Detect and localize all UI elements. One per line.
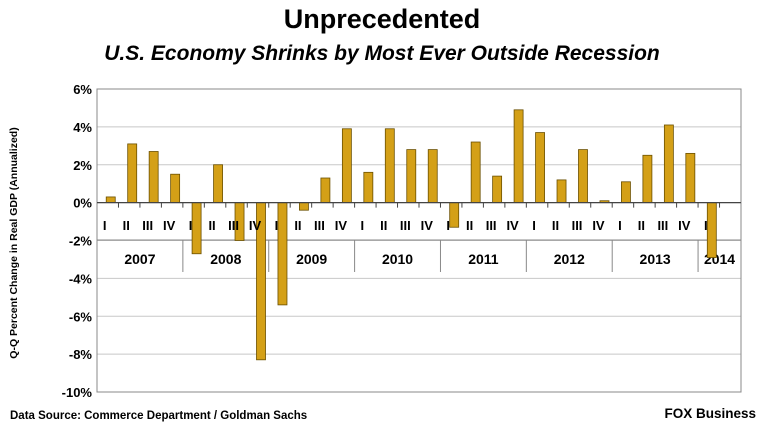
quarter-label: IV <box>678 218 691 233</box>
quarter-label: I <box>704 218 708 233</box>
bar <box>384 128 395 204</box>
bar <box>427 149 438 204</box>
bar <box>535 132 545 204</box>
quarter-label: II <box>466 218 473 233</box>
bar <box>341 128 352 204</box>
quarter-label: IV <box>421 218 434 233</box>
bar <box>685 152 696 204</box>
quarter-label: III <box>657 218 668 233</box>
quarter-label: I <box>446 218 450 233</box>
quarter-label: III <box>314 218 325 233</box>
quarter-label: I <box>189 218 193 233</box>
bar <box>170 173 181 204</box>
quarter-label: II <box>294 218 301 233</box>
quarter-label: II <box>123 218 130 233</box>
data-source-note: Data Source: Commerce Department / Goldm… <box>10 410 308 422</box>
bar <box>406 149 417 204</box>
bar <box>706 202 717 258</box>
year-label: 2013 <box>640 251 671 267</box>
year-label: 2010 <box>382 251 413 267</box>
chart-subtitle: U.S. Economy Shrinks by Most Ever Outsid… <box>104 42 660 65</box>
year-label: 2009 <box>296 251 327 267</box>
quarter-label: IV <box>163 218 176 233</box>
quarter-label: IV <box>592 218 605 233</box>
bar <box>320 177 331 204</box>
quarter-label: III <box>572 218 583 233</box>
y-tick-label: -2% <box>69 234 93 249</box>
quarter-label: I <box>618 218 622 233</box>
bar <box>449 202 460 228</box>
bar <box>578 149 588 204</box>
y-tick-label: -10% <box>62 385 93 400</box>
bar <box>213 164 223 204</box>
quarter-label: III <box>400 218 411 233</box>
bar <box>663 124 674 204</box>
bar <box>191 202 202 255</box>
bar <box>470 141 481 204</box>
quarter-label: I <box>103 218 107 233</box>
quarter-label: I <box>275 218 279 233</box>
quarter-label: IV <box>506 218 519 233</box>
y-tick-label: -6% <box>69 309 93 324</box>
quarter-label: II <box>380 218 387 233</box>
quarter-label: III <box>486 218 497 233</box>
bar <box>127 143 138 204</box>
bar <box>299 202 309 211</box>
bar <box>277 202 288 306</box>
year-label: 2011 <box>468 251 499 267</box>
year-label: 2008 <box>210 251 241 267</box>
bar <box>621 181 631 204</box>
bar <box>105 196 116 204</box>
y-tick-label: 2% <box>73 158 92 173</box>
bar <box>363 171 374 204</box>
bar <box>492 175 503 204</box>
quarter-label: II <box>638 218 645 233</box>
brand-label: FOX Business <box>664 406 756 421</box>
bar <box>513 109 524 204</box>
y-tick-label: 6% <box>73 82 92 97</box>
quarter-label: I <box>532 218 536 233</box>
year-label: 2012 <box>554 251 585 267</box>
y-tick-label: -8% <box>69 347 93 362</box>
quarter-label: III <box>228 218 239 233</box>
quarter-label: II <box>552 218 559 233</box>
quarter-label: II <box>208 218 215 233</box>
chart-title: Unprecedented <box>283 4 481 34</box>
quarter-label: I <box>361 218 365 233</box>
bar <box>148 151 159 204</box>
y-tick-label: 0% <box>73 196 92 211</box>
quarter-label: IV <box>249 218 262 233</box>
year-label: 2007 <box>124 251 155 267</box>
y-tick-label: -4% <box>69 271 93 286</box>
bar <box>556 179 567 204</box>
y-tick-label: 4% <box>73 120 92 135</box>
quarter-label: IV <box>335 218 348 233</box>
bar <box>642 154 653 204</box>
quarter-label: III <box>142 218 153 233</box>
